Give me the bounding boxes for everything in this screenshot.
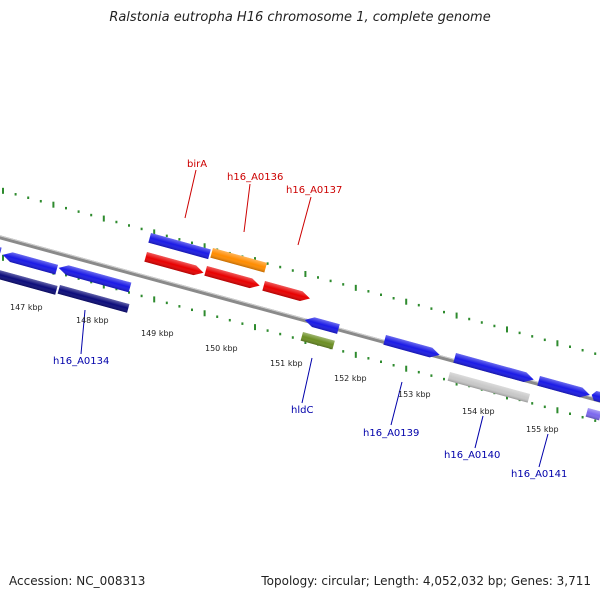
gene-feature-shading (591, 390, 600, 403)
gene-feature-shading (453, 353, 534, 382)
gene-feature-shading (383, 335, 440, 358)
gene-feature-reverse[interactable] (1, 250, 58, 275)
gene-label-leader-line (301, 357, 313, 404)
gene-feature-shading (210, 248, 267, 273)
gene-feature-forward[interactable] (262, 281, 311, 303)
gene-feature-none[interactable] (148, 233, 211, 260)
gene-feature-forward[interactable] (453, 353, 535, 384)
gene-feature-shading (148, 233, 211, 260)
gene-label-h16_a0136[interactable]: h16_A0136 (227, 172, 283, 183)
kbp-scale-label: 151 kbp (270, 359, 303, 368)
gene-feature-shading (204, 266, 260, 289)
gene-feature-shading (2, 252, 58, 275)
gene-label-leader-line (297, 196, 312, 246)
gene-label-hldc[interactable]: hldC (291, 405, 313, 416)
gene-feature-shading (0, 268, 58, 295)
gene-feature-forward[interactable] (537, 376, 591, 400)
accession-text: Accession: NC_008313 (9, 574, 146, 588)
gene-feature-forward[interactable] (144, 252, 205, 278)
gene-label-leader-line (390, 381, 403, 426)
gene-feature-shading (0, 245, 2, 258)
gene-feature-forward[interactable] (204, 266, 261, 290)
gene-label-leader-line (80, 309, 86, 355)
gene-feature-shading (262, 281, 310, 301)
gene-label-leader-line (474, 415, 484, 449)
gene-feature-reverse[interactable] (303, 315, 340, 334)
gene-label-h16_a0141[interactable]: h16_A0141 (511, 469, 567, 480)
kbp-scale-label: 148 kbp (76, 316, 109, 325)
gene-feature-reverse[interactable] (0, 245, 2, 258)
kbp-scale-label: 150 kbp (205, 344, 238, 353)
kbp-scale-label: 152 kbp (334, 374, 367, 383)
gene-feature-shading (300, 332, 335, 350)
kbp-scale-label: 154 kbp (462, 407, 495, 416)
gene-feature-none[interactable] (447, 372, 531, 403)
gene-feature-reverse[interactable] (57, 263, 132, 293)
kbp-scale-label: 155 kbp (526, 425, 559, 434)
kbp-scale-label: 149 kbp (141, 329, 174, 338)
gene-feature-none[interactable] (585, 408, 600, 421)
gene-feature-shading (304, 317, 340, 334)
topology-summary-text: Topology: circular; Length: 4,052,032 bp… (261, 574, 591, 588)
gene-feature-shading (585, 408, 600, 421)
gene-label-h16_a0139[interactable]: h16_A0139 (363, 428, 419, 439)
gene-label-h16_a0134[interactable]: h16_A0134 (53, 356, 109, 367)
gene-label-h16_a0140[interactable]: h16_A0140 (444, 450, 500, 461)
kbp-scale-label: 153 kbp (398, 390, 431, 399)
gene-feature-shading (144, 252, 204, 276)
gene-feature-shading (537, 376, 590, 398)
gene-feature-shading (58, 265, 132, 293)
gene-label-h16_a0137[interactable]: h16_A0137 (286, 185, 342, 196)
map-title: Ralstonia eutropha H16 chromosome 1, com… (109, 10, 491, 25)
gene-label-leader-line (538, 433, 549, 468)
gene-feature-none[interactable] (57, 285, 130, 313)
gene-feature-reverse[interactable] (590, 390, 600, 403)
gene-feature-none[interactable] (300, 332, 335, 350)
gene-feature-shading (447, 372, 531, 403)
gene-label-bira[interactable]: birA (187, 159, 207, 170)
gene-feature-shading (57, 285, 130, 313)
kbp-scale-label: 147 kbp (10, 303, 43, 312)
gene-label-leader-line (243, 183, 251, 233)
gene-feature-none[interactable] (0, 268, 58, 295)
gene-label-leader-line (184, 169, 197, 219)
gene-feature-none[interactable] (210, 248, 267, 273)
gene-feature-forward[interactable] (383, 335, 441, 360)
